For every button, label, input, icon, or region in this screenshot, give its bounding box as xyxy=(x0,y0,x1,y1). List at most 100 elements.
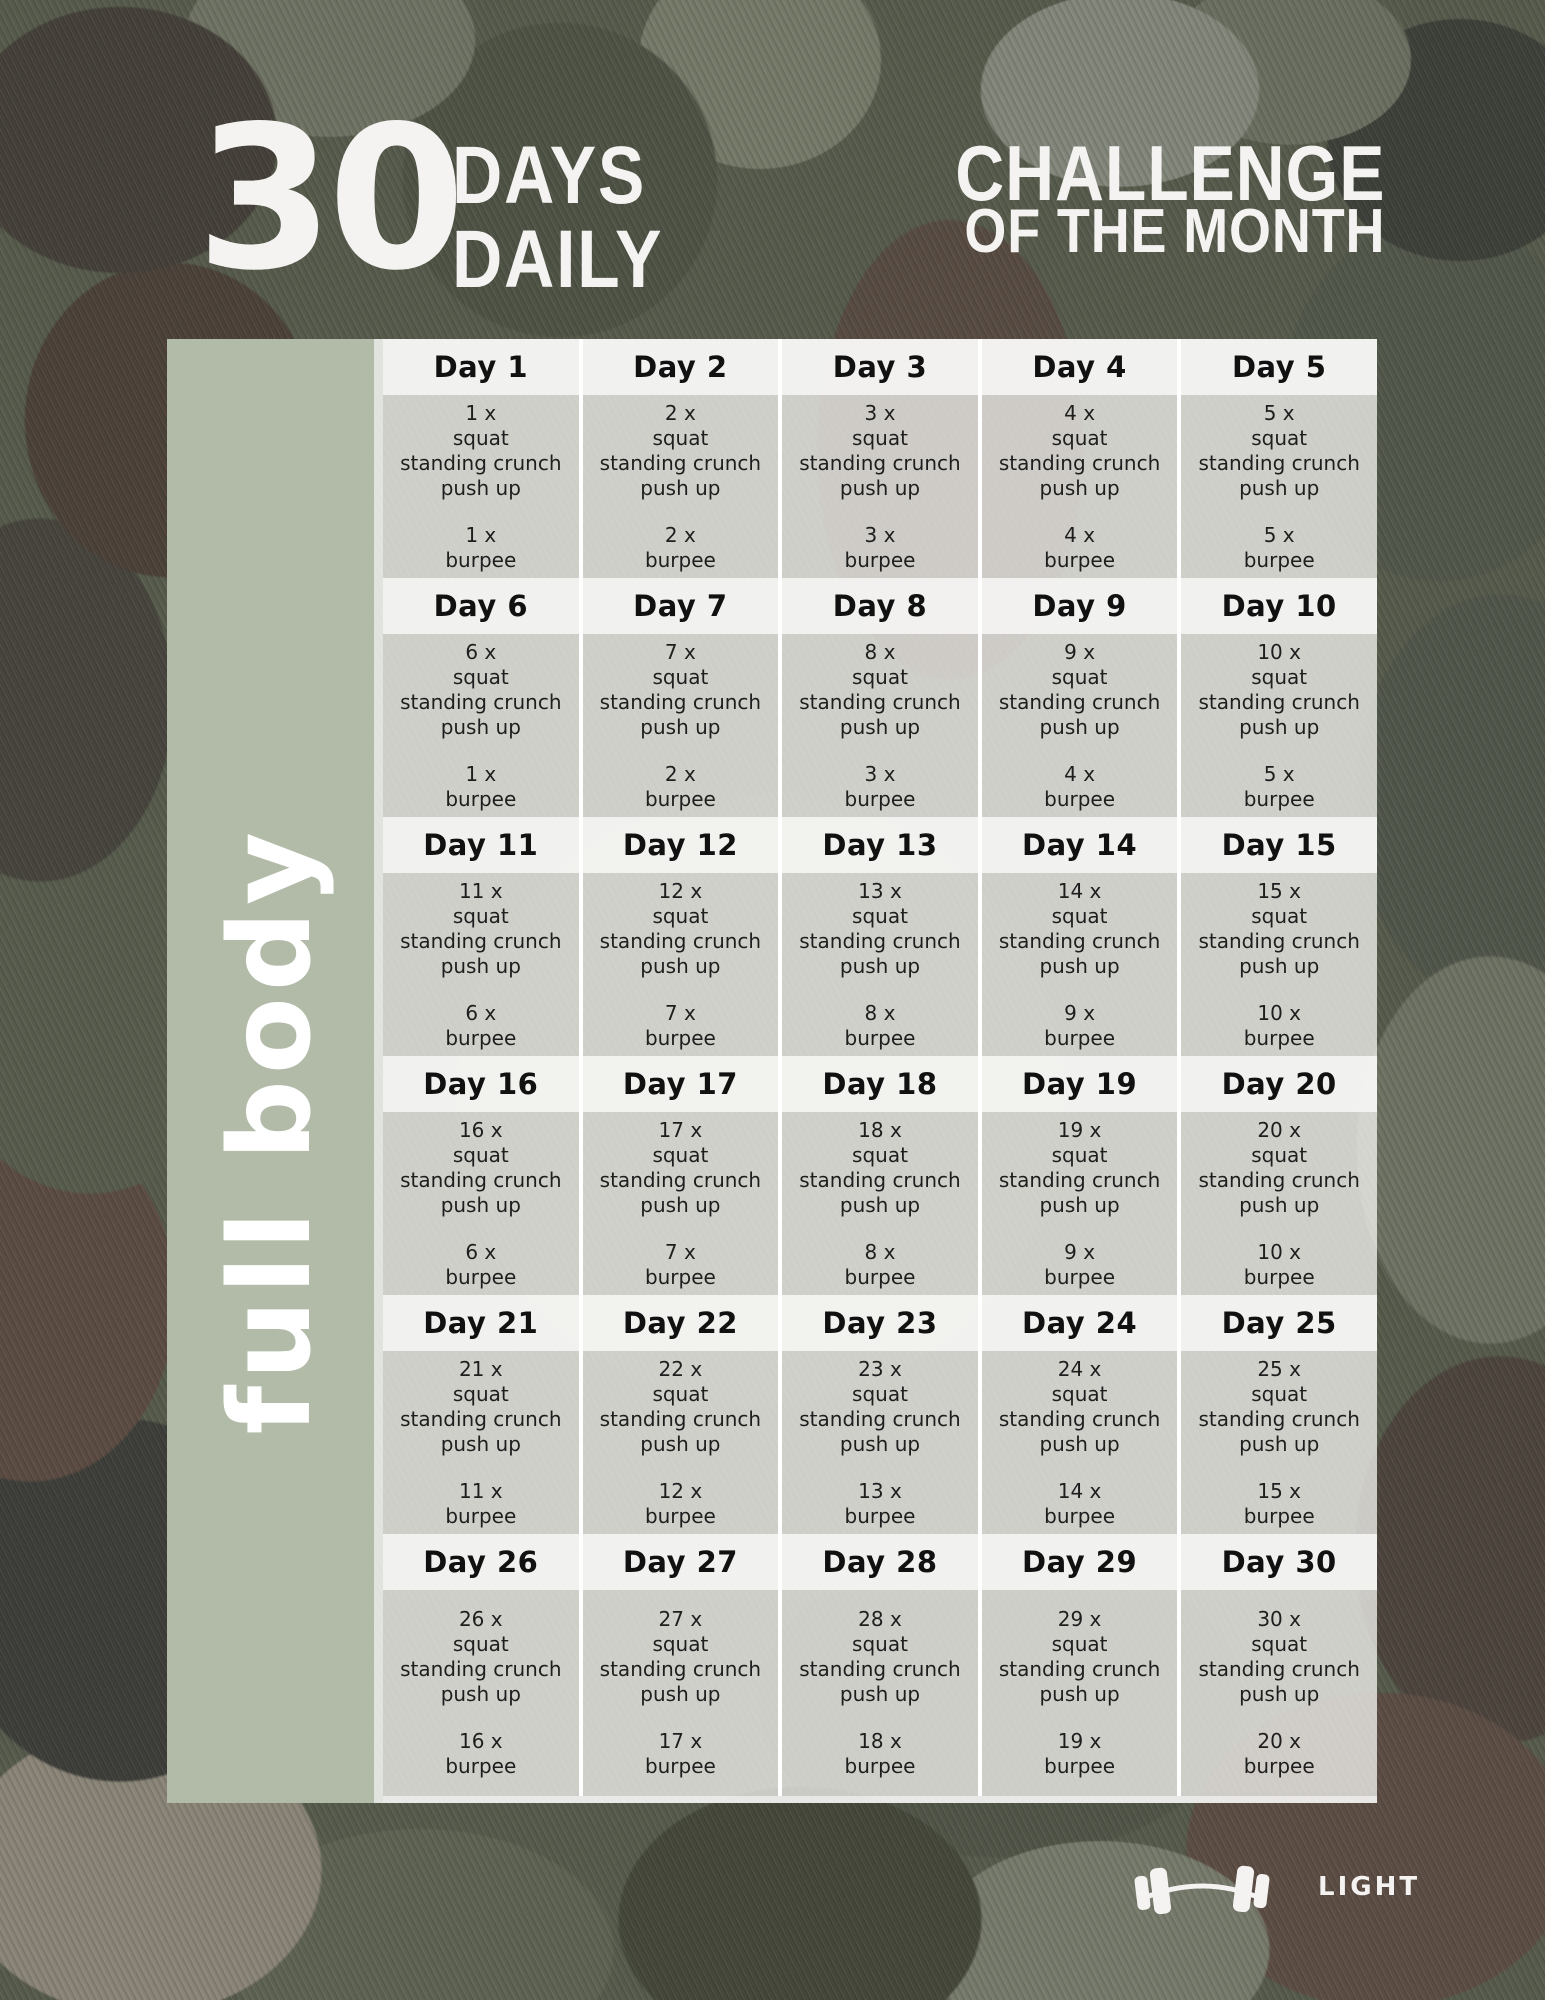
exercise-push-up: push up xyxy=(640,1192,721,1217)
burpee-count: 17 x xyxy=(658,1729,703,1753)
exercise-squat: squat xyxy=(852,425,908,450)
day-header: Day 5 xyxy=(1181,339,1377,395)
day-header: Day 9 xyxy=(981,578,1178,634)
day-header: Day 6 xyxy=(383,578,579,634)
day-label: Day 4 xyxy=(1032,350,1127,384)
exercise-squat: squat xyxy=(452,425,509,450)
day-label: Day 20 xyxy=(1221,1067,1337,1101)
exercise-squat: squat xyxy=(452,664,509,689)
exercise-squat: squat xyxy=(852,1142,908,1167)
day-label: Day 6 xyxy=(433,589,529,623)
squat-block: 20 x squat standing crunch push up xyxy=(1198,1118,1359,1218)
squat-block: 8 x squat standing crunch push up xyxy=(799,640,960,740)
squat-count: 14 x xyxy=(1057,878,1102,903)
squat-count: 20 x xyxy=(1257,1117,1301,1142)
exercise-standing-crunch: standing crunch xyxy=(998,928,1161,953)
day-label: Day 22 xyxy=(622,1306,738,1340)
squat-block: 1 x squat standing crunch push up xyxy=(400,401,561,501)
squat-count: 13 x xyxy=(858,878,902,903)
squat-count: 11 x xyxy=(458,878,503,903)
day-label: Day 7 xyxy=(633,589,728,623)
intensity-label: LIGHT xyxy=(1318,1872,1421,1902)
day-cell: Day 8 8 x squat standing crunch push up 3 x bu… xyxy=(778,578,978,817)
exercise-squat: squat xyxy=(1251,903,1308,928)
burpee-block: 15 x burpee xyxy=(1244,1479,1315,1529)
day-exercises: 23 x squat standing crunch push up 13 x burpe… xyxy=(782,1351,978,1534)
exercise-standing-crunch: standing crunch xyxy=(998,689,1161,714)
burpee-block: 4 x burpee xyxy=(1044,762,1115,812)
squat-block: 24 x squat standing crunch push up xyxy=(999,1357,1160,1457)
challenge-line1: CHALLENGE xyxy=(954,129,1385,217)
burpee-count: 3 x xyxy=(864,522,896,547)
day-exercises: 26 x squat standing crunch push up 16 x burpe… xyxy=(383,1590,579,1796)
squat-count: 15 x xyxy=(1257,878,1301,903)
day-exercises: 13 x squat standing crunch push up 8 x burpee xyxy=(782,873,978,1056)
squat-block: 30 x squat standing crunch push up xyxy=(1198,1607,1359,1707)
title-line-days: DAYS xyxy=(452,130,647,221)
day-header: Day 1 xyxy=(383,339,579,395)
exercise-burpee: burpee xyxy=(1044,547,1116,572)
day-header: Day 11 xyxy=(383,817,579,873)
squat-count: 3 x xyxy=(864,400,896,425)
exercise-squat: squat xyxy=(852,903,908,928)
day-cell: Day 19 19 x squat standing crunch push up 9 x… xyxy=(977,1056,1178,1295)
day-cell: Day 17 17 x squat standing crunch push up 7 x… xyxy=(578,1056,779,1295)
exercise-push-up: push up xyxy=(440,1192,521,1217)
exercise-push-up: push up xyxy=(1239,1431,1320,1456)
day-label: Day 10 xyxy=(1221,589,1337,623)
exercise-push-up: push up xyxy=(1239,953,1320,978)
squat-block: 16 x squat standing crunch push up xyxy=(400,1118,561,1218)
squat-block: 21 x squat standing crunch push up xyxy=(400,1357,561,1457)
squat-block: 5 x squat standing crunch push up xyxy=(1198,401,1359,501)
burpee-block: 14 x burpee xyxy=(1044,1479,1115,1529)
exercise-burpee: burpee xyxy=(644,786,716,811)
burpee-block: 8 x burpee xyxy=(845,1001,916,1051)
exercise-standing-crunch: standing crunch xyxy=(1198,450,1360,475)
exercise-burpee: burpee xyxy=(1044,1754,1116,1778)
day-cell: Day 11 11 x squat standing crunch push up 6 x… xyxy=(383,817,579,1056)
exercise-push-up: push up xyxy=(640,714,721,739)
squat-block: 7 x squat standing crunch push up xyxy=(600,640,761,740)
day-cell: Day 26 26 x squat standing crunch push up 16 … xyxy=(383,1534,579,1796)
day-label: Day 3 xyxy=(832,350,928,384)
exercise-standing-crunch: standing crunch xyxy=(1198,1167,1360,1192)
day-label: Day 24 xyxy=(1022,1306,1138,1340)
day-cell: Day 24 24 x squat standing crunch push up 14 … xyxy=(977,1295,1178,1534)
exercise-push-up: push up xyxy=(440,475,521,500)
exercise-standing-crunch: standing crunch xyxy=(400,928,562,953)
day-header: Day 18 xyxy=(782,1056,978,1112)
day-label: Day 16 xyxy=(423,1067,539,1101)
exercise-squat: squat xyxy=(1051,1632,1108,1656)
burpee-block: 4 x burpee xyxy=(1044,523,1115,573)
exercise-standing-crunch: standing crunch xyxy=(400,1406,562,1431)
exercise-burpee: burpee xyxy=(844,547,916,572)
burpee-count: 10 x xyxy=(1257,1239,1301,1264)
exercise-standing-crunch: standing crunch xyxy=(1198,1406,1360,1431)
exercise-burpee: burpee xyxy=(1044,1503,1116,1528)
exercise-squat: squat xyxy=(652,1632,709,1656)
burpee-count: 5 x xyxy=(1263,522,1295,547)
burpee-block: 9 x burpee xyxy=(1044,1240,1115,1290)
burpee-block: 7 x burpee xyxy=(645,1001,716,1051)
squat-block: 13 x squat standing crunch push up xyxy=(799,879,960,979)
day-exercises: 25 x squat standing crunch push up 15 x burpe… xyxy=(1181,1351,1377,1534)
exercise-push-up: push up xyxy=(839,1431,921,1456)
day-header: Day 26 xyxy=(383,1534,579,1590)
day-header: Day 8 xyxy=(782,578,978,634)
exercise-standing-crunch: standing crunch xyxy=(599,689,762,714)
day-label: Day 26 xyxy=(423,1545,539,1579)
burpee-block: 18 x burpee xyxy=(845,1729,916,1779)
burpee-block: 5 x burpee xyxy=(1244,762,1315,812)
squat-count: 6 x xyxy=(465,639,497,664)
burpee-count: 12 x xyxy=(658,1478,703,1503)
burpee-block: 3 x burpee xyxy=(845,523,916,573)
day-header: Day 30 xyxy=(1181,1534,1377,1590)
exercise-squat: squat xyxy=(452,903,509,928)
squat-block: 2 x squat standing crunch push up xyxy=(600,401,761,501)
burpee-block: 6 x burpee xyxy=(445,1001,516,1051)
day-cell: Day 15 15 x squat standing crunch push up 10 … xyxy=(1177,817,1377,1056)
day-label: Day 5 xyxy=(1231,350,1327,384)
